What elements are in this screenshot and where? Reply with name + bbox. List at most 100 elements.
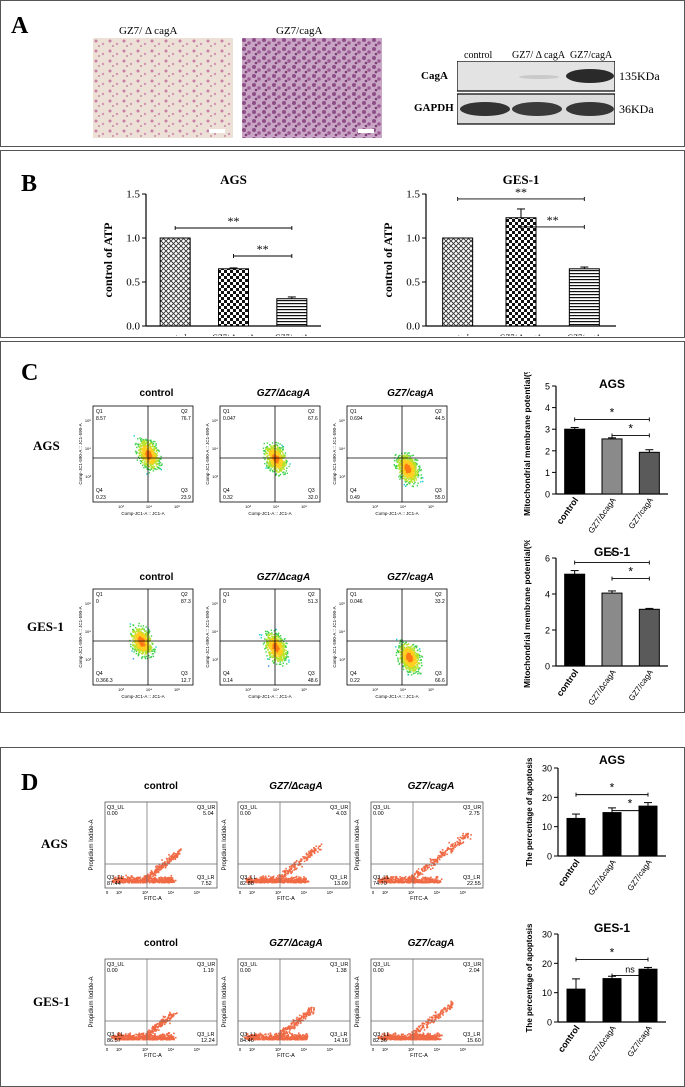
- ll-name: Q3_LL: [240, 1032, 257, 1038]
- x-tick-label: 10²: [382, 1047, 389, 1052]
- x-tick-label: 10²: [116, 890, 123, 895]
- panel-a: A GZ7/ Δ cagA GZ7/cagA control GZ7/ Δ ca…: [0, 0, 685, 147]
- y-tick-label: 10⁵: [85, 601, 91, 606]
- d-col-title-caga: GZ7/cagA: [407, 781, 455, 792]
- y-tick-label: 0.5: [406, 277, 420, 289]
- x-tick-label: 10⁴: [400, 687, 406, 692]
- q3-name: Q3: [308, 488, 315, 494]
- x-tick-label: 10⁵: [194, 890, 201, 895]
- x-tick-label: 10⁵: [194, 1047, 201, 1052]
- blot-row-caga: CagA: [421, 70, 448, 82]
- q4-name: Q4: [96, 488, 103, 494]
- x-tick-label: 0: [239, 1047, 242, 1052]
- ur-name: Q3_UR: [330, 805, 348, 811]
- blot-size-gapdh: 36KDa: [619, 102, 654, 116]
- x-tick-label: control: [555, 495, 581, 526]
- blot-lane-control: control: [464, 50, 493, 61]
- y-tick-label: 10⁴: [212, 446, 218, 451]
- microscopy-image-delta: [93, 38, 233, 138]
- x-tick-label: 10³: [245, 687, 251, 692]
- x-tick-label: 10⁵: [460, 1047, 467, 1052]
- y-tick-label: 1.5: [126, 189, 140, 201]
- y-tick-label: 10⁴: [212, 629, 218, 634]
- x-tick-label: GZ7/ Δ cagA: [212, 333, 255, 336]
- x-tick-label: 10⁴: [301, 890, 308, 895]
- caga-band: [566, 69, 614, 83]
- q2-name: Q2: [181, 592, 188, 598]
- bar: [276, 298, 308, 327]
- ul-value: 0.00: [240, 968, 251, 974]
- q1-name: Q1: [96, 409, 103, 415]
- x-tick-label: 10⁵: [327, 890, 334, 895]
- ur-value: 1.19: [203, 968, 214, 974]
- q2-value: 67.6: [308, 416, 318, 422]
- x-tick-label: 10⁵: [460, 890, 467, 895]
- q4-name: Q4: [223, 671, 230, 677]
- chart-title: AGS: [599, 377, 625, 391]
- d-row-label-ges1: GES-1: [33, 994, 70, 1009]
- q3-name: Q3: [181, 488, 188, 494]
- y-axis-label: Comp-JC1-590-A :: JC1-590-A: [205, 606, 210, 667]
- ur-value: 4.03: [336, 811, 347, 817]
- q2-value: 33.2: [435, 599, 445, 605]
- q3-value: 23.9: [181, 495, 191, 501]
- sig-mark: *: [628, 421, 633, 435]
- y-tick-label: 1: [545, 468, 550, 478]
- mmp-chart-ges1: GES-1 0 2 4 6 Mitochondrial membrane potentia…: [522, 540, 668, 707]
- panel-b: B AGS 0.0 0.5 1.0 1.5 control of ATP control GZ…: [0, 150, 685, 338]
- event-cloud: [129, 622, 157, 660]
- x-tick-label: 0: [372, 1047, 375, 1052]
- y-tick-label: 10³: [339, 474, 345, 479]
- lr-value: 12.24: [201, 1038, 215, 1044]
- lr-name: Q3_LR: [463, 875, 480, 881]
- x-tick-label: 10⁵: [428, 687, 434, 692]
- x-tick-label: 10⁵: [174, 504, 180, 509]
- bar: [442, 237, 474, 327]
- sig-mark: **: [515, 185, 527, 199]
- y-axis-label: Mitochondrial membrane potential(%): [522, 540, 532, 688]
- x-tick-label: 10³: [275, 1047, 282, 1052]
- q3-value: 55.0: [435, 495, 445, 501]
- c-col-title-control-2: control: [139, 572, 174, 583]
- q2-name: Q2: [308, 592, 315, 598]
- ul-value: 0.00: [373, 968, 384, 974]
- row-label-ags: AGS: [33, 438, 60, 453]
- panel-d-label: D: [21, 770, 39, 796]
- bar: [638, 608, 660, 667]
- y-tick-label: 20: [542, 793, 552, 803]
- ur-value: 1.38: [336, 968, 347, 974]
- x-tick-label: GZ7/ΔcagA: [587, 667, 618, 707]
- y-tick-label: 0.0: [406, 321, 420, 333]
- ul-value: 0.00: [107, 968, 118, 974]
- y-tick-label: 10⁵: [212, 418, 218, 423]
- y-axis-label: Mitochondrial membrane potential(%): [522, 372, 532, 516]
- y-tick-label: 30: [542, 930, 552, 940]
- x-tick-label: 10⁴: [273, 504, 279, 509]
- c-col-title-delta: GZ7/ΔcagA: [256, 388, 311, 399]
- apoptosis-chart-ags: AGS 0 10 20 30 The percentage of apoptosis con…: [525, 753, 666, 897]
- y-tick-label: 10: [542, 988, 552, 998]
- q1-value: 0: [96, 599, 99, 605]
- y-tick-label: 10: [542, 822, 552, 832]
- q1-name: Q1: [223, 592, 230, 598]
- y-tick-label: 10⁵: [212, 601, 218, 606]
- x-tick-label: 0: [106, 1047, 109, 1052]
- plot-frame: [346, 405, 448, 503]
- y-tick-label: 1.0: [126, 233, 140, 245]
- ll-value: 87.44: [107, 881, 121, 887]
- y-tick-label: 10⁵: [339, 601, 345, 606]
- atp-chart-ges1: GES-1 0.0 0.5 1.0 1.5 control of ATP control GZ…: [381, 172, 616, 336]
- bar: [638, 805, 658, 857]
- x-tick-label: GZ7/ΔcagA: [587, 1023, 618, 1063]
- q4-value: 0.32: [223, 495, 233, 501]
- x-tick-label: 10⁴: [301, 1047, 308, 1052]
- d-col-title-control: control: [144, 781, 178, 792]
- y-tick-label: 30: [542, 764, 552, 774]
- ll-name: Q3_LL: [373, 875, 390, 881]
- event-cloud: [395, 638, 424, 676]
